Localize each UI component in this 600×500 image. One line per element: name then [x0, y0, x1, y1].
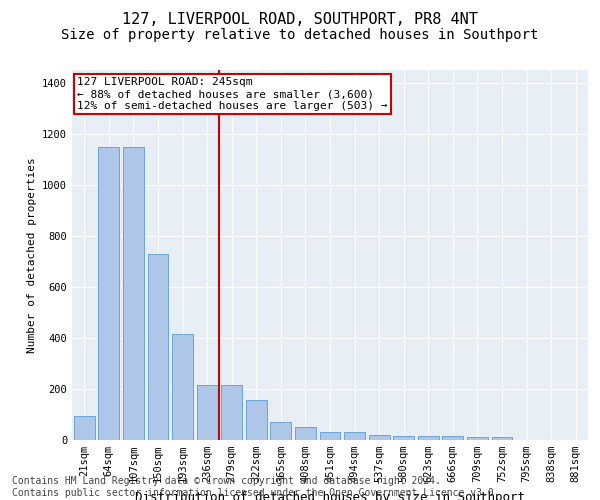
- Bar: [368, 435, 389, 440]
- Bar: [123, 146, 144, 440]
- Bar: [98, 146, 119, 440]
- Bar: [467, 438, 488, 440]
- Text: 127, LIVERPOOL ROAD, SOUTHPORT, PR8 4NT: 127, LIVERPOOL ROAD, SOUTHPORT, PR8 4NT: [122, 12, 478, 28]
- Text: Contains HM Land Registry data © Crown copyright and database right 2024.
Contai: Contains HM Land Registry data © Crown c…: [12, 476, 500, 498]
- Bar: [418, 436, 439, 440]
- Text: Size of property relative to detached houses in Southport: Size of property relative to detached ho…: [61, 28, 539, 42]
- X-axis label: Distribution of detached houses by size in Southport: Distribution of detached houses by size …: [135, 490, 525, 500]
- Bar: [148, 254, 169, 440]
- Text: 127 LIVERPOOL ROAD: 245sqm
← 88% of detached houses are smaller (3,600)
12% of s: 127 LIVERPOOL ROAD: 245sqm ← 88% of deta…: [77, 78, 388, 110]
- Bar: [344, 432, 365, 440]
- Bar: [74, 416, 95, 440]
- Bar: [172, 334, 193, 440]
- Bar: [221, 385, 242, 440]
- Bar: [393, 436, 414, 440]
- Bar: [197, 385, 218, 440]
- Bar: [271, 422, 292, 440]
- Y-axis label: Number of detached properties: Number of detached properties: [26, 157, 37, 353]
- Bar: [295, 427, 316, 440]
- Bar: [442, 436, 463, 440]
- Bar: [320, 432, 340, 440]
- Bar: [246, 400, 267, 440]
- Bar: [491, 438, 512, 440]
